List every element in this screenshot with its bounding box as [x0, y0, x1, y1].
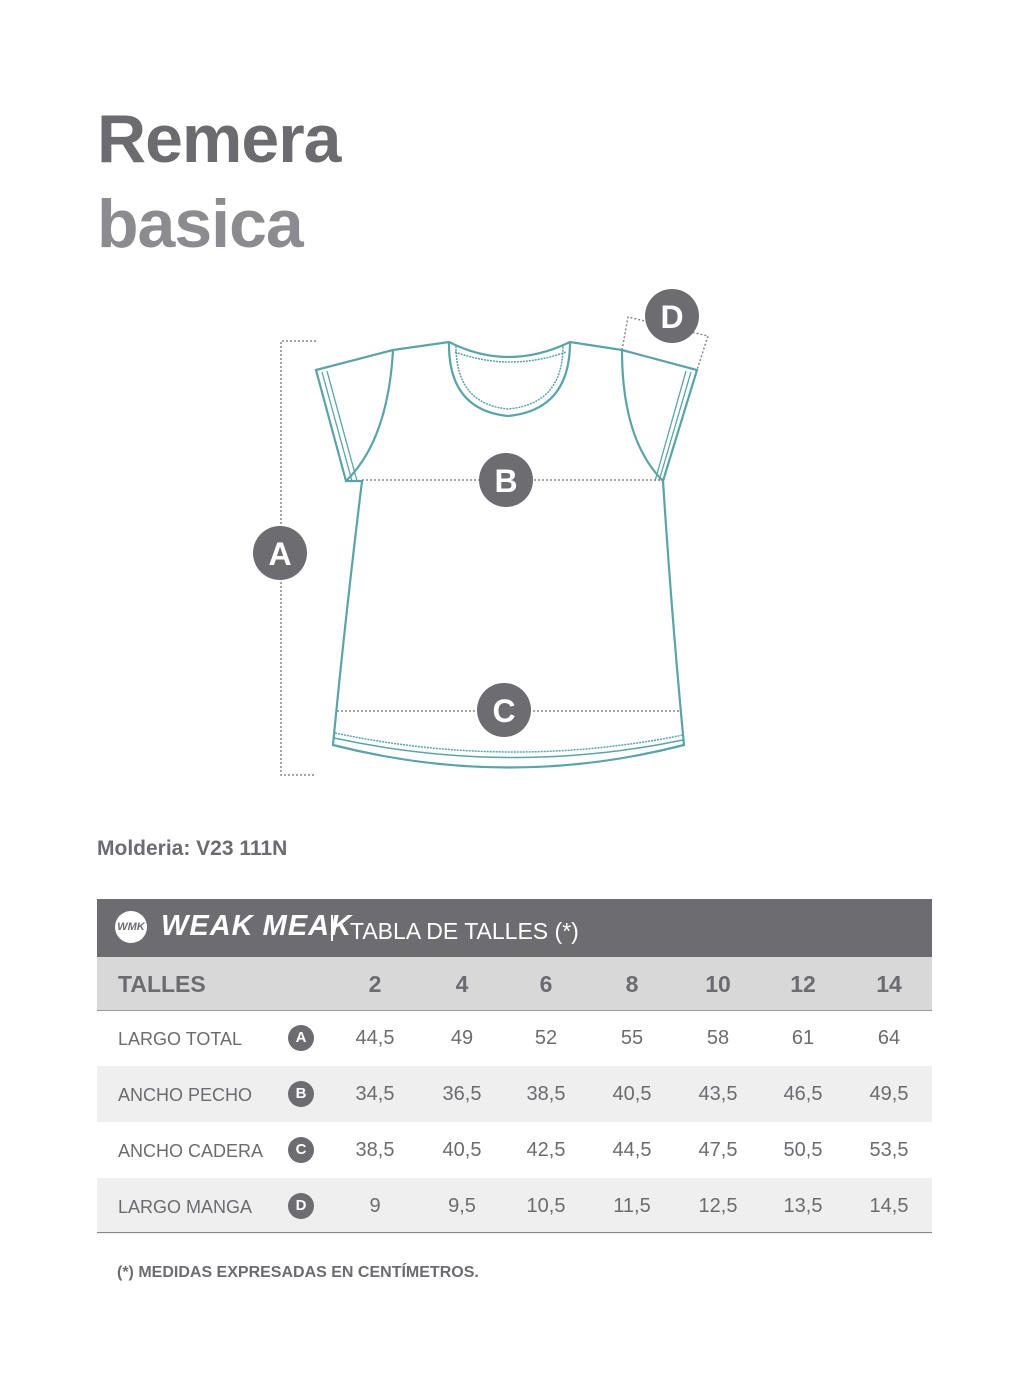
table-cell: 47,5: [698, 1139, 738, 1161]
marker-c: C: [477, 683, 531, 737]
table-row: LARGO TOTAL A 44,5 49 52 55 58 61 64: [97, 1010, 932, 1066]
table-cell: 49,5: [869, 1083, 909, 1105]
table-cell: 36,5: [442, 1083, 482, 1105]
table-cell: 44,5: [355, 1027, 395, 1049]
table-bottom-divider: [97, 1232, 932, 1233]
table-cell: 9: [369, 1195, 381, 1217]
table-cell: 61: [791, 1027, 815, 1049]
marker-b-label: B: [494, 463, 517, 499]
marker-d: D: [645, 289, 699, 343]
brand-logo-icon: WMK: [115, 911, 147, 943]
row-label: LARGO MANGA: [118, 1197, 253, 1217]
size-header-4: 4: [455, 971, 469, 997]
title-line-1: Remera: [97, 101, 341, 177]
size-header-10: 10: [705, 971, 731, 997]
table-cell: 34,5: [355, 1083, 395, 1105]
brand-name: WEAK MEAK: [161, 910, 353, 942]
marker-a-label: A: [268, 536, 291, 572]
table-cell: 53,5: [869, 1139, 909, 1161]
table-row: ANCHO CADERA C 38,5 40,5 42,5 44,5 47,5 50,5 53,…: [97, 1122, 932, 1178]
table-cell: 64: [877, 1027, 901, 1049]
table-cell: 40,5: [442, 1139, 482, 1161]
header-label: TALLES: [118, 971, 206, 997]
title-line-2: basica: [97, 186, 304, 262]
table-row: LARGO MANGA D 9 9,5 10,5 11,5 12,5 13,5 14,5: [97, 1178, 932, 1234]
table-cell: 43,5: [698, 1083, 738, 1105]
row-label: ANCHO CADERA: [118, 1141, 264, 1161]
size-header-12: 12: [790, 971, 816, 997]
table-cell: 58: [706, 1027, 730, 1049]
marker-a: A: [253, 526, 307, 580]
marker-b: B: [479, 453, 533, 507]
marker-badge: B: [288, 1081, 314, 1107]
marker-badge: D: [288, 1193, 314, 1219]
table-cell: 10,5: [526, 1195, 566, 1217]
table-row: ANCHO PECHO B 34,5 36,5 38,5 40,5 43,5 46,5 49,5: [97, 1066, 932, 1122]
table-cell: 11,5: [613, 1195, 651, 1217]
marker-badge: C: [288, 1137, 314, 1163]
table-cell: 50,5: [783, 1139, 823, 1161]
row-label: LARGO TOTAL: [118, 1029, 243, 1049]
size-header-6: 6: [539, 971, 553, 997]
table-cell: 9,5: [448, 1195, 476, 1217]
table-header-row: TALLES 2 4 6 8 10 12 14: [97, 957, 932, 1011]
marker-d-label: D: [660, 299, 683, 335]
tshirt-diagram: A B C D: [253, 289, 709, 776]
table-cell: 12,5: [698, 1195, 738, 1217]
size-header-2: 2: [368, 971, 382, 997]
row-label: ANCHO PECHO: [118, 1085, 253, 1105]
marker-badge: A: [288, 1025, 314, 1051]
table-cell: 44,5: [612, 1139, 652, 1161]
molderia-label: Molderia: V23 111N: [97, 837, 288, 860]
table-cell: 55: [620, 1027, 644, 1049]
table-title: TABLA DE TALLES (*): [350, 918, 579, 944]
tshirt-outline: [314, 340, 699, 769]
table-cell: 38,5: [526, 1083, 566, 1105]
size-header-14: 14: [876, 971, 902, 997]
table-cell: 40,5: [612, 1083, 652, 1105]
table-cell: 14,5: [869, 1195, 909, 1217]
divider: [331, 915, 333, 941]
footnote: (*) MEDIDAS EXPRESADAS EN CENTÍMETROS.: [117, 1264, 479, 1281]
table-cell: 42,5: [526, 1139, 566, 1161]
table-cell: 46,5: [783, 1083, 823, 1105]
size-header-8: 8: [625, 971, 639, 997]
table-cell: 49: [450, 1027, 474, 1049]
table-cell: 13,5: [783, 1195, 823, 1217]
table-cell: 38,5: [355, 1139, 395, 1161]
table-title-bar: WMK WEAK MEAK TABLA DE TALLES (*): [97, 899, 932, 957]
marker-c-label: C: [492, 693, 515, 729]
table-cell: 52: [534, 1027, 558, 1049]
